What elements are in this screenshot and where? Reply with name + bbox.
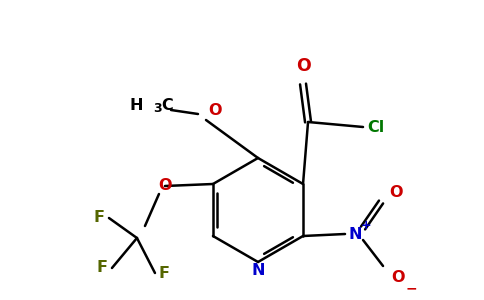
Text: N: N	[348, 226, 362, 242]
Text: 3: 3	[153, 103, 162, 116]
Text: C: C	[161, 98, 173, 112]
Text: O: O	[391, 271, 405, 286]
Text: N: N	[251, 263, 265, 278]
Text: O: O	[158, 178, 172, 194]
Text: +: +	[361, 218, 371, 232]
Text: F: F	[94, 211, 105, 226]
Text: F: F	[97, 260, 108, 275]
Text: H: H	[130, 98, 143, 112]
Text: O: O	[389, 184, 403, 200]
Text: Cl: Cl	[367, 119, 384, 134]
Text: F: F	[159, 266, 170, 280]
Text: O: O	[208, 103, 222, 118]
Text: O: O	[296, 57, 310, 75]
Text: −: −	[405, 281, 417, 295]
